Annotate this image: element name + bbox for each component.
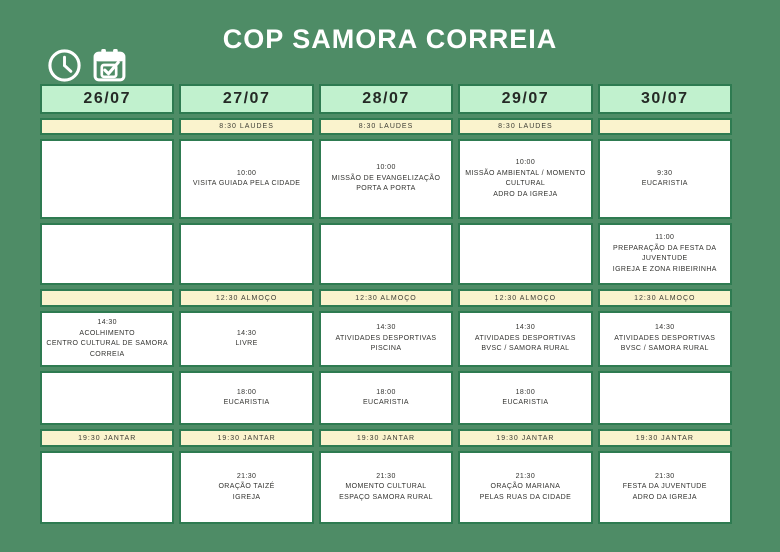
event-line: 21:30 <box>515 472 536 480</box>
event-line: BVSC / SAMORA RURAL <box>620 345 709 353</box>
meal-cell: 19:30 JANTAR <box>179 429 314 447</box>
event-line: 10:00 <box>376 164 396 172</box>
event-line: PORTA A PORTA <box>356 185 416 193</box>
event-line: MISSÃO AMBIENTAL / MOMENTO <box>465 169 586 177</box>
event-cell: 14:30 ACOLHIMENTO CENTRO CULTURAL DE SAMOR… <box>40 311 175 367</box>
event-line: 14:30 <box>236 329 257 337</box>
event-cell: 14:30 ATIVIDADES DESPORTIVAS PISCINA <box>318 311 454 367</box>
event-cell <box>318 223 454 285</box>
event-line: ADRO DA IGREJA <box>632 493 697 501</box>
event-cell: 18:00 EUCARISTIA <box>179 371 314 425</box>
meal-cell: 12:30 ALMOÇO <box>458 289 593 307</box>
event-line: 11:00 <box>655 234 675 241</box>
meal-cell: 12:30 ALMOÇO <box>318 289 454 307</box>
event-line: 10:00 <box>236 169 257 177</box>
meal-cell: 8:30 LAUDES <box>179 118 314 135</box>
meal-cell: 8:30 LAUDES <box>318 118 454 135</box>
event-line: CULTURAL <box>505 180 546 187</box>
event-line: 10:00 <box>515 159 536 166</box>
event-cell: 18:00 EUCARISTIA <box>318 371 454 425</box>
event-line: PELAS RUAS DA CIDADE <box>479 493 572 501</box>
event-line: 18:00 <box>376 388 396 396</box>
event-line: 18:00 <box>515 388 536 396</box>
event-line: ATIVIDADES DESPORTIVAS <box>614 334 716 342</box>
event-cell <box>40 451 175 524</box>
event-cell: 18:00 EUCARISTIA <box>458 371 593 425</box>
event-cell: 14:30 ATIVIDADES DESPORTIVAS BVSC / SAMORA… <box>597 311 732 367</box>
event-cell <box>179 223 314 285</box>
header-icons <box>47 47 128 89</box>
event-line: 9:30 <box>657 169 673 177</box>
event-line: ORAÇÃO MARIANA <box>490 483 561 491</box>
event-line: 14:30 <box>376 324 396 332</box>
event-line: IGREJA <box>232 493 261 501</box>
schedule-table: 26/07 27/07 28/07 29/07 30/07 8:30 LAUDES 8:30… <box>40 84 732 524</box>
event-cell: 10:00 MISSÃO DE EVANGELIZAÇÃO PORTA A PORT… <box>318 139 454 219</box>
event-line: ACOLHIMENTO <box>79 329 135 337</box>
event-line: 21:30 <box>655 472 675 480</box>
event-cell <box>40 371 175 425</box>
event-cell: 21:30 ORAÇÃO TAIZÉ IGREJA <box>179 451 314 524</box>
event-line: CENTRO CULTURAL DE SAMORA <box>46 340 168 347</box>
event-line: FESTA DA JUVENTUDE <box>622 483 707 491</box>
event-cell <box>40 139 175 219</box>
event-line: PREPARAÇÃO DA FESTA DA <box>613 244 717 252</box>
event-line: 14:30 <box>515 324 536 332</box>
event-line: JUVENTUDE <box>641 255 688 262</box>
meal-cell <box>40 289 175 307</box>
event-line: CORREIA <box>89 350 125 358</box>
date-column-header: 28/07 <box>318 84 454 114</box>
calendar-check-icon <box>91 47 128 89</box>
event-cell: 14:30 ATIVIDADES DESPORTIVAS BVSC / SAMORA… <box>458 311 593 367</box>
event-cell: 21:30 ORAÇÃO MARIANA PELAS RUAS DA CIDADE <box>458 451 593 524</box>
date-column-header: 30/07 <box>597 84 732 114</box>
meal-cell: 19:30 JANTAR <box>597 429 732 447</box>
event-cell: 10:00 VISITA GUIADA PELA CIDADE <box>179 139 314 219</box>
event-line: 21:30 <box>236 472 257 480</box>
event-line: EUCARISTIA <box>223 399 270 406</box>
event-cell: 21:30 MOMENTO CULTURAL ESPAÇO SAMORA RURAL <box>318 451 454 524</box>
meal-cell: 8:30 LAUDES <box>458 118 593 135</box>
page-title: COP SAMORA CORREIA <box>222 24 558 54</box>
meal-cell: 19:30 JANTAR <box>458 429 593 447</box>
clock-icon <box>47 48 82 88</box>
event-cell: 11:00 PREPARAÇÃO DA FESTA DA JUVENTUDE IGRE… <box>597 223 732 285</box>
date-column-header: 26/07 <box>40 84 175 114</box>
event-line: ADRO DA IGREJA <box>493 190 558 198</box>
event-line: IGREJA E ZONA RIBEIRINHA <box>612 265 717 273</box>
event-line: 21:30 <box>376 472 396 480</box>
event-cell: 21:30 FESTA DA JUVENTUDE ADRO DA IGREJA <box>597 451 732 524</box>
meal-cell: 19:30 JANTAR <box>318 429 454 447</box>
event-cell <box>40 223 175 285</box>
date-column-header: 29/07 <box>458 84 593 114</box>
event-line: MISSÃO DE EVANGELIZAÇÃO <box>331 174 441 182</box>
event-line: VISITA GUIADA PELA CIDADE <box>192 180 301 187</box>
meal-cell: 12:30 ALMOÇO <box>179 289 314 307</box>
event-line: ATIVIDADES DESPORTIVAS <box>335 334 437 342</box>
event-line: ORAÇÃO TAIZÉ <box>218 483 275 491</box>
meal-cell: 12:30 ALMOÇO <box>597 289 732 307</box>
event-line: EUCARISTIA <box>362 399 409 406</box>
meal-cell <box>597 118 732 135</box>
event-line: MOMENTO CULTURAL <box>345 483 427 491</box>
event-line: 18:00 <box>236 388 257 396</box>
event-cell <box>597 371 732 425</box>
event-cell: 10:00 MISSÃO AMBIENTAL / MOMENTO CULTURAL A… <box>458 139 593 219</box>
event-line: ATIVIDADES DESPORTIVAS <box>474 334 576 342</box>
event-line: LIVRE <box>235 340 258 347</box>
event-cell: 9:30 EUCARISTIA <box>597 139 732 219</box>
event-line: 14:30 <box>655 324 675 332</box>
event-line: 14:30 <box>97 319 117 326</box>
event-line: PISCINA <box>370 345 402 353</box>
event-line: ESPAÇO SAMORA RURAL <box>339 493 433 501</box>
event-cell: 14:30 LIVRE <box>179 311 314 367</box>
event-line: EUCARISTIA <box>641 180 688 187</box>
date-column-header: 27/07 <box>179 84 314 114</box>
meal-cell <box>40 118 175 135</box>
event-cell <box>458 223 593 285</box>
event-line: BVSC / SAMORA RURAL <box>481 345 570 353</box>
meal-cell: 19:30 JANTAR <box>40 429 175 447</box>
event-line: EUCARISTIA <box>502 399 549 406</box>
